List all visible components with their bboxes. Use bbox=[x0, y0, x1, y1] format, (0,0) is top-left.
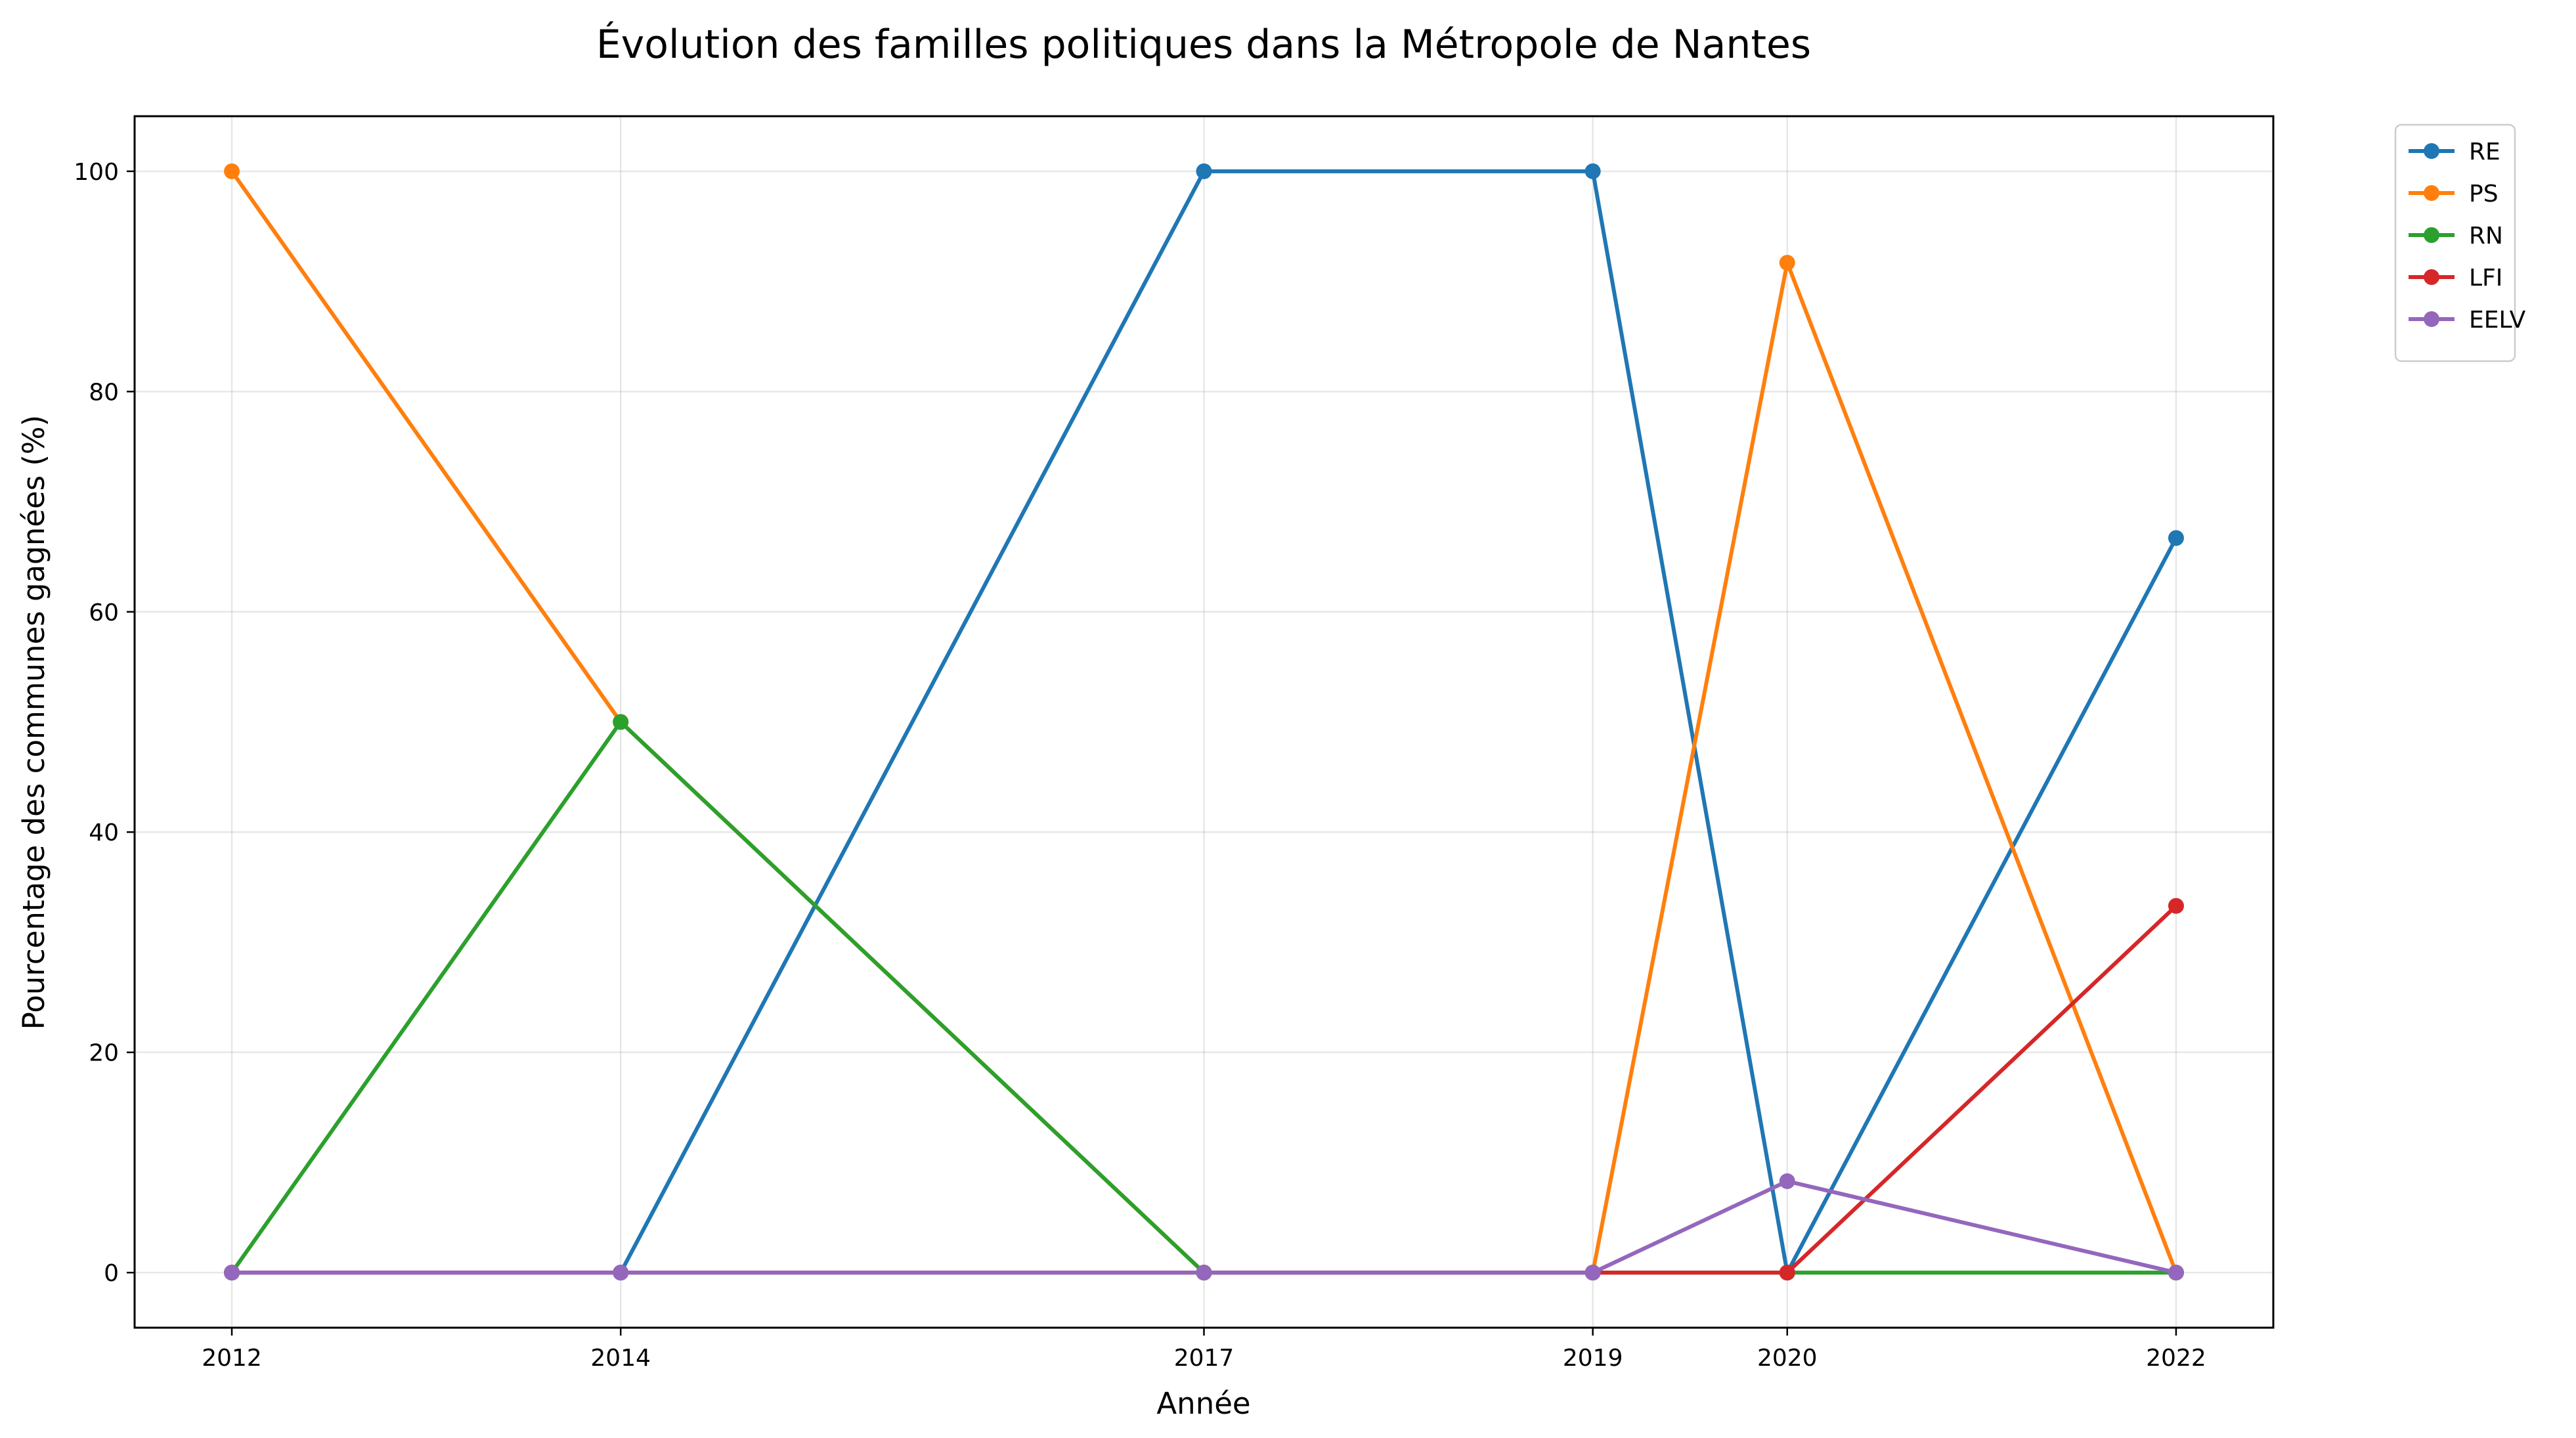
y-axis: 0 20 40 60 80 100 bbox=[74, 159, 135, 1287]
legend-label: PS bbox=[2469, 181, 2499, 207]
x-tick-label: 2019 bbox=[1563, 1345, 1623, 1372]
y-tick-label: 0 bbox=[104, 1260, 119, 1287]
data-point-eelv bbox=[2168, 1265, 2184, 1281]
legend-marker bbox=[2424, 185, 2439, 201]
data-point-eelv bbox=[1779, 1173, 1795, 1189]
legend-marker bbox=[2424, 311, 2439, 327]
legend-label: RN bbox=[2469, 223, 2503, 250]
y-tick-label: 40 bbox=[89, 819, 119, 846]
data-point-eelv bbox=[1584, 1265, 1601, 1281]
series-line-eelv bbox=[230, 1179, 2179, 1275]
x-axis: 2012 2014 2017 2019 2020 2022 bbox=[202, 1328, 2206, 1372]
legend: RE PS RN LFI EELV bbox=[2394, 123, 2526, 362]
legend-item-rn: RN bbox=[2409, 223, 2503, 250]
legend-item-re: RE bbox=[2409, 139, 2500, 165]
data-point-re bbox=[1196, 163, 1212, 179]
data-point-re bbox=[1584, 163, 1601, 179]
data-point-re bbox=[2168, 530, 2184, 546]
data-point-lfi bbox=[1779, 1265, 1795, 1281]
x-tick-label: 2020 bbox=[1757, 1345, 1818, 1372]
chart-title: Évolution des familles politiques dans l… bbox=[596, 20, 1811, 68]
legend-label: EELV bbox=[2469, 307, 2526, 334]
y-tick-label: 60 bbox=[89, 599, 119, 626]
legend-label: LFI bbox=[2469, 265, 2502, 292]
data-point-ps bbox=[1779, 255, 1795, 271]
legend-marker bbox=[2424, 227, 2439, 243]
x-tick-label: 2017 bbox=[1174, 1345, 1234, 1372]
data-point-eelv bbox=[1196, 1265, 1212, 1281]
data-point-eelv bbox=[613, 1265, 629, 1281]
y-tick-label: 100 bbox=[74, 159, 119, 186]
legend-item-ps: PS bbox=[2409, 181, 2499, 207]
legend-marker bbox=[2424, 143, 2439, 159]
series-eelv bbox=[224, 1173, 2184, 1281]
x-tick-label: 2012 bbox=[202, 1345, 262, 1372]
x-tick-label: 2022 bbox=[2146, 1345, 2206, 1372]
y-tick-label: 20 bbox=[89, 1040, 119, 1067]
x-tick-label: 2014 bbox=[590, 1345, 651, 1372]
legend-item-lfi: LFI bbox=[2409, 265, 2502, 292]
legend-marker bbox=[2424, 269, 2439, 285]
data-point-lfi bbox=[2168, 898, 2184, 914]
data-point-eelv bbox=[224, 1265, 240, 1281]
legend-item-eelv: EELV bbox=[2409, 307, 2526, 334]
data-point-ps bbox=[224, 163, 240, 179]
legend-label: RE bbox=[2469, 139, 2500, 165]
x-axis-label: Année bbox=[1156, 1386, 1250, 1421]
data-point-rn bbox=[613, 714, 629, 730]
y-tick-label: 80 bbox=[89, 379, 119, 406]
series-layer bbox=[224, 163, 2184, 1281]
y-axis-label: Pourcentage des communes gagnées (%) bbox=[16, 415, 51, 1030]
legend-frame bbox=[2394, 123, 2516, 362]
